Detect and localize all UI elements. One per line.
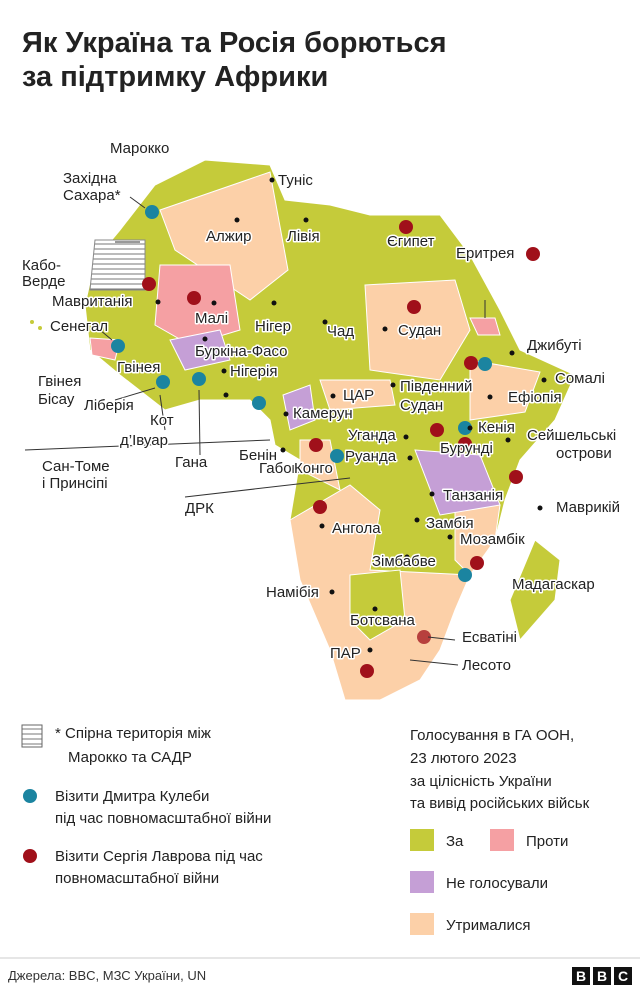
country-label: Конго <box>294 460 333 477</box>
country-label: Судан <box>400 397 443 414</box>
country-label: Есватіні <box>462 629 517 646</box>
country-label: Ефіопія <box>508 389 562 406</box>
country-label: Мадагаскар <box>512 576 595 593</box>
country-label: Сомалі <box>555 370 605 387</box>
country-label: Замбія <box>426 515 474 532</box>
legend-label: За <box>446 833 464 850</box>
source: Джерела: BBC, МЗС України, UN <box>8 968 206 983</box>
key-text: під час повномасштабної війни <box>55 810 271 827</box>
vote-title: за цілісність України <box>410 773 552 790</box>
country-label: Лесото <box>462 657 511 674</box>
title: Як Україна та Росія борються <box>22 27 447 59</box>
key-text: повномасштабної війни <box>55 870 219 887</box>
country-label: Мавританія <box>52 293 132 310</box>
vote-title: та вивід російських військ <box>410 795 590 812</box>
country-label: Ліберія <box>84 397 134 414</box>
country-label: Бісау <box>38 391 75 408</box>
country-label: Малі <box>195 310 228 327</box>
country-label: Лівія <box>287 228 320 245</box>
country-label: Південний <box>400 378 472 395</box>
country-label: д’Івуар <box>120 432 168 449</box>
country-label: Маврикій <box>556 499 620 516</box>
country-label: Танзанія <box>443 487 503 504</box>
country-label: Зімбабве <box>372 553 436 570</box>
country-label: Габон <box>259 460 300 477</box>
country-label: Марокко <box>110 140 169 157</box>
legend-label: Не голосували <box>446 875 548 892</box>
country-label: Бурунді <box>440 440 493 457</box>
logo-letter: B <box>597 968 607 984</box>
map <box>29 159 576 701</box>
country-label: Гвінея <box>38 373 81 390</box>
legend-label: Проти <box>526 833 568 850</box>
country-label: Сейшельські <box>527 427 616 444</box>
country-label: острови <box>556 445 612 462</box>
country-label: Чад <box>327 323 354 340</box>
country-label: Алжир <box>206 228 252 245</box>
country-label: ПАР <box>330 645 361 662</box>
country-label: Уганда <box>348 427 396 444</box>
country-label: Руанда <box>345 448 397 465</box>
country-label: Кот <box>150 412 174 429</box>
country-label: Бенін <box>239 447 277 464</box>
country-label: Сенегал <box>50 318 108 335</box>
country-label: Буркіна-Фасо <box>195 343 287 360</box>
key-text: * Спірна територія між <box>55 725 211 742</box>
country-label: Нігерія <box>230 363 277 380</box>
country-label: Сан-Томе <box>42 458 110 475</box>
vote-legend: Голосування в ГА ООН, 23 лютого 2023 за … <box>410 727 590 935</box>
logo-letter: C <box>618 968 628 984</box>
country-label: і Принсіпі <box>42 475 108 492</box>
logo: B B C <box>572 967 632 985</box>
logo-letter: B <box>576 968 586 984</box>
country-label: Західна <box>63 170 117 187</box>
key-text: Візити Дмитра Кулеби <box>55 788 209 805</box>
vote-title: Голосування в ГА ООН, <box>410 727 574 744</box>
country-label: Мозамбік <box>460 531 525 548</box>
legend-label: Утрималися <box>446 917 531 934</box>
country-label: Ангола <box>332 520 381 537</box>
key-text: Візити Сергія Лаврова під час <box>55 848 263 865</box>
leader-lines <box>24 196 486 666</box>
country-label: Сахара* <box>63 187 121 204</box>
vote-title: 23 лютого 2023 <box>410 750 517 767</box>
country-label: Еритрея <box>456 245 514 262</box>
country-label: Кенія <box>478 419 515 436</box>
title: за підтримку Африки <box>22 61 328 93</box>
country-label: ЦАР <box>343 387 374 404</box>
country-label: Кабо- <box>22 257 61 274</box>
key: * Спірна територія між Марокко та САДР В… <box>21 724 271 887</box>
country-label: Судан <box>398 322 441 339</box>
country-label: Нігер <box>255 318 291 335</box>
country-label: Верде <box>22 273 65 290</box>
country-label: Джибуті <box>527 337 582 354</box>
country-label: ДРК <box>185 500 214 517</box>
dots <box>111 205 540 678</box>
country-label: Гана <box>175 454 208 471</box>
country-label: Ботсвана <box>350 612 415 629</box>
country-label: Намібія <box>266 584 319 601</box>
country-label: Камерун <box>293 405 353 422</box>
map-labels: Марокко Західна Сахара* Туніс Алжир Ліві… <box>21 139 622 676</box>
country-label: Єгипет <box>387 233 435 250</box>
key-text: Марокко та САДР <box>68 749 192 766</box>
country-label: Гвінея <box>117 359 160 376</box>
country-label: Туніс <box>278 172 313 189</box>
